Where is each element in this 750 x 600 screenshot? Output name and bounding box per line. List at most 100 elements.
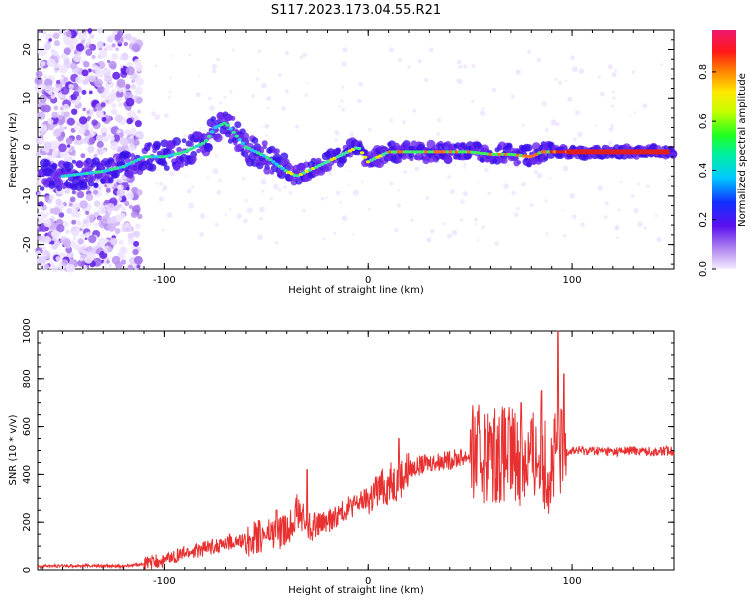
noise-blob <box>352 233 355 236</box>
colorbar-tick-label: 0.6 <box>698 113 709 129</box>
noise-blob <box>511 190 516 196</box>
noise-blob <box>236 213 242 219</box>
noise-blob <box>484 167 489 173</box>
noise-blob <box>63 76 68 82</box>
noise-blob <box>75 134 82 141</box>
noise-blob <box>84 237 88 241</box>
noise-blob <box>126 191 134 200</box>
noise-blob <box>85 48 93 56</box>
signal-core <box>430 150 435 154</box>
signal-core <box>350 147 356 152</box>
noise-blob <box>131 211 138 218</box>
noise-blob <box>77 191 85 199</box>
noise-blob <box>188 202 195 209</box>
noise-blob <box>107 133 112 138</box>
noise-blob <box>55 256 61 262</box>
noise-blob <box>190 185 194 189</box>
signal-core <box>204 139 209 143</box>
noise-blob <box>79 200 88 209</box>
colorbar-label: Normalized spectral amplitude <box>737 73 748 227</box>
noise-blob <box>544 128 549 133</box>
noise-blob <box>630 194 635 199</box>
signal-halo <box>526 161 532 168</box>
noise-blob <box>37 205 42 210</box>
noise-blob <box>209 105 215 112</box>
noise-blob <box>43 78 53 88</box>
noise-blob <box>269 197 273 201</box>
signal-core <box>210 130 215 134</box>
noise-blob <box>65 155 72 162</box>
noise-blob <box>127 264 134 271</box>
noise-blob <box>563 234 567 238</box>
noise-blob <box>170 54 173 57</box>
signal-band <box>566 149 670 155</box>
noise-blob <box>47 199 52 204</box>
noise-blob <box>218 178 222 183</box>
noise-blob <box>341 107 346 112</box>
noise-blob <box>85 210 90 215</box>
noise-blob <box>580 222 585 227</box>
signal-core <box>555 150 560 154</box>
noise-blob <box>68 83 74 90</box>
noise-blob <box>38 235 46 243</box>
signal-core <box>136 157 142 161</box>
y-tick-label: -10 <box>22 188 33 204</box>
noise-blob <box>425 195 429 200</box>
noise-blob <box>206 176 209 179</box>
y-tick-label: 400 <box>22 465 33 484</box>
noise-blob <box>126 117 133 125</box>
noise-blob <box>188 53 191 57</box>
signal-halo <box>176 146 183 153</box>
x-tick-label: 100 <box>563 275 582 286</box>
noise-blob <box>135 97 143 104</box>
noise-blob <box>597 75 602 79</box>
signal-core <box>433 150 438 154</box>
noise-blob <box>106 59 111 64</box>
signal-halo <box>160 139 169 148</box>
noise-blob <box>334 130 340 136</box>
noise-blob <box>159 182 163 186</box>
signal-halo <box>263 167 271 175</box>
noise-blob <box>169 171 175 177</box>
noise-blob <box>90 131 96 137</box>
noise-blob <box>266 96 272 102</box>
noise-blob <box>69 196 76 203</box>
noise-blob <box>55 198 62 206</box>
noise-blob <box>610 124 614 128</box>
signal-core <box>158 155 163 159</box>
noise-blob <box>412 108 417 113</box>
noise-blob <box>667 178 671 182</box>
noise-blob <box>53 87 60 94</box>
signal-core <box>249 148 255 152</box>
noise-blob <box>58 212 65 218</box>
noise-blob <box>35 179 42 187</box>
signal-core <box>363 155 368 159</box>
noise-blob <box>119 246 128 255</box>
snr-y-axis-label: SNR (10 * v/v) <box>8 414 19 485</box>
colorbar-tick-label: 0.8 <box>698 64 709 80</box>
noise-blob <box>612 96 616 100</box>
noise-blob <box>83 219 89 224</box>
noise-blob <box>397 189 401 192</box>
noise-blob <box>93 107 97 112</box>
noise-blob <box>103 265 107 269</box>
snr-y-ticks: 0 200 400 600 800 1000 <box>22 318 674 573</box>
signal-halo <box>51 163 58 170</box>
noise-blob <box>288 190 293 195</box>
noise-blob <box>114 214 123 223</box>
noise-blob <box>195 92 201 98</box>
signal-halo <box>66 168 72 173</box>
noise-blob <box>115 47 119 51</box>
noise-blob <box>442 222 446 226</box>
noise-blob <box>53 239 61 247</box>
signal-core <box>540 150 545 154</box>
noise-blob <box>78 31 87 40</box>
signal-core <box>152 155 157 159</box>
noise-blob <box>119 254 125 260</box>
noise-blob <box>112 71 121 80</box>
noise-blob <box>470 99 475 104</box>
noise-blob <box>257 49 262 54</box>
noise-blob <box>93 65 99 71</box>
signal-halo <box>514 156 519 162</box>
noise-blob <box>39 124 48 133</box>
